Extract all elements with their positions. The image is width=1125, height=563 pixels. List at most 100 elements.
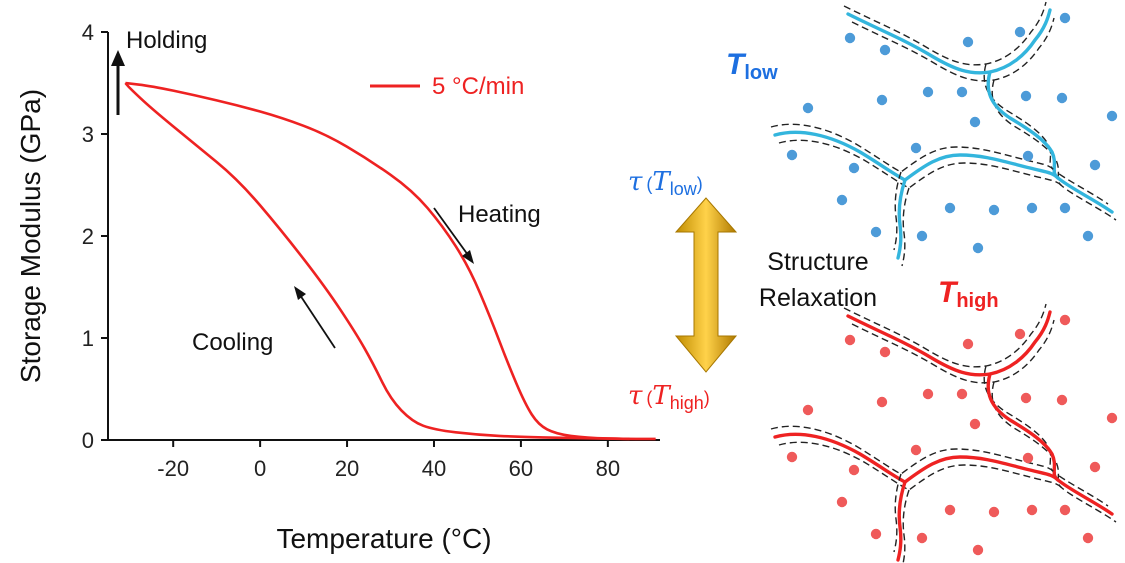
x-tick-label: -20: [157, 456, 189, 481]
high-particle: [870, 528, 882, 540]
low-particle: [972, 242, 984, 254]
low-temperature-network: [770, 1, 1118, 267]
t-low-label: Tlow: [726, 48, 778, 84]
low-chain: [896, 178, 907, 260]
low-chain: [773, 130, 1060, 182]
low-particle: [1026, 202, 1038, 214]
low-particle: [916, 230, 928, 242]
dashed-boundary: [983, 365, 1109, 507]
high-particle: [844, 334, 856, 346]
high-particle: [1106, 412, 1118, 424]
dashed-boundary: [893, 171, 902, 251]
low-particle: [802, 102, 814, 114]
low-particle: [848, 162, 860, 174]
low-particle: [962, 36, 974, 48]
dashed-boundary: [991, 381, 1117, 523]
high-particle: [1022, 452, 1034, 464]
low-particle: [988, 204, 1000, 216]
low-particle: [922, 86, 934, 98]
high-temperature-network: [770, 303, 1118, 563]
cooling-label: Cooling: [192, 329, 273, 356]
high-particle: [848, 464, 860, 476]
low-particle: [1089, 159, 1101, 171]
low-chain: [846, 8, 1052, 75]
high-particle: [1089, 461, 1101, 473]
y-tick-label: 3: [82, 122, 94, 147]
tau-high-label: τ (Thigh): [628, 381, 710, 413]
high-particle: [988, 506, 1000, 518]
holding-arrow: [111, 50, 125, 115]
low-particle: [1022, 150, 1034, 162]
x-tick-label: 60: [509, 456, 533, 481]
x-tick-label: 80: [596, 456, 620, 481]
dashed-boundary: [778, 139, 1063, 189]
high-chain: [896, 480, 907, 562]
y-tick-label: 0: [82, 428, 94, 453]
high-particle: [1059, 314, 1071, 326]
high-particle: [956, 388, 968, 400]
high-particle: [876, 396, 888, 408]
high-particle: [836, 496, 848, 508]
low-particle: [1020, 90, 1032, 102]
dashed-boundary: [851, 319, 1055, 384]
high-particle: [1056, 394, 1068, 406]
high-chain: [986, 372, 1114, 516]
dashed-boundary: [851, 17, 1055, 82]
high-particle: [962, 338, 974, 350]
low-particle: [844, 32, 856, 44]
high-particle: [1014, 328, 1026, 340]
high-particle: [879, 346, 891, 358]
x-ticks: -20 0 20 40 60 80: [157, 440, 620, 481]
low-particle: [944, 202, 956, 214]
x-tick-label: 0: [254, 456, 266, 481]
dashed-boundary: [983, 63, 1109, 205]
low-particle: [786, 149, 798, 161]
high-particle: [969, 418, 981, 430]
high-particle: [922, 388, 934, 400]
holding-label: Holding: [126, 27, 207, 54]
x-axis-title: Temperature (°C): [276, 523, 491, 554]
high-chain: [846, 310, 1052, 377]
high-particle: [972, 544, 984, 556]
high-particle: [802, 404, 814, 416]
low-particle: [969, 116, 981, 128]
high-chain: [773, 432, 1060, 484]
low-particle: [1014, 26, 1026, 38]
high-particle: [910, 444, 922, 456]
high-particle: [1020, 392, 1032, 404]
low-particle: [870, 226, 882, 238]
high-particle: [1082, 532, 1094, 544]
heating-arrow: [433, 207, 474, 264]
high-particle: [1026, 504, 1038, 516]
dashed-boundary: [843, 303, 1047, 368]
high-particle: [944, 504, 956, 516]
relaxation-line2: Relaxation: [759, 284, 877, 312]
low-particle: [1059, 202, 1071, 214]
x-tick-label: 40: [422, 456, 446, 481]
relaxation-line1: Structure: [767, 248, 868, 276]
cooling-curve: [124, 82, 630, 441]
y-tick-label: 2: [82, 224, 94, 249]
low-particle: [910, 142, 922, 154]
low-particle: [1059, 12, 1071, 24]
low-particle: [879, 44, 891, 56]
high-particle: [916, 532, 928, 544]
dashed-boundary: [901, 187, 910, 267]
double-arrow: [674, 197, 738, 373]
high-particle: [1059, 504, 1071, 516]
low-particle: [836, 194, 848, 206]
x-tick-label: 20: [335, 456, 359, 481]
low-chain: [986, 70, 1114, 214]
low-particle: [1082, 230, 1094, 242]
dashed-boundary: [991, 79, 1117, 221]
y-tick-label: 1: [82, 326, 94, 351]
structure-relaxation-diagram: Tlow Thigh τ (Tlow) τ (Thigh) Structure Re…: [628, 1, 1118, 563]
dashed-boundary: [902, 489, 910, 563]
y-tick-label: 4: [82, 20, 94, 45]
low-particle: [956, 86, 968, 98]
low-particle: [1056, 92, 1068, 104]
heating-curve: [125, 81, 656, 441]
y-axis-title: Storage Modulus (GPa): [15, 89, 46, 383]
heating-label: Heating: [458, 201, 541, 228]
